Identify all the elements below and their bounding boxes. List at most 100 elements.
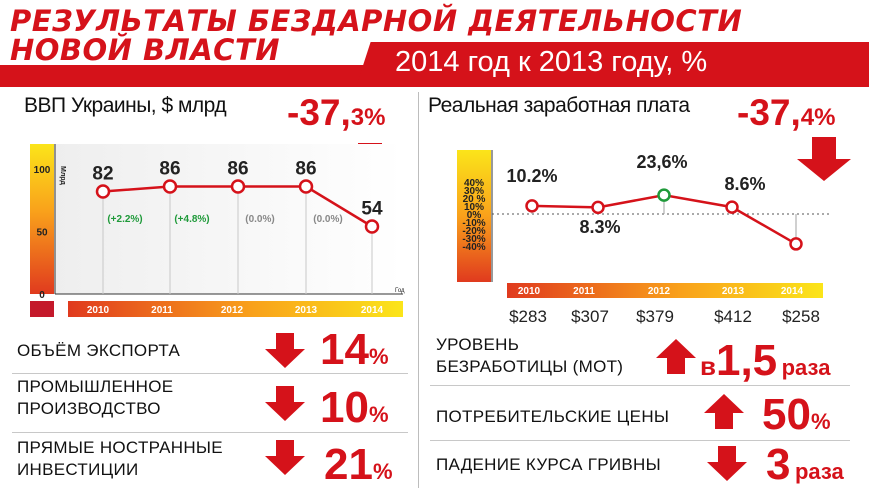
wage-value-label: 10.2% bbox=[506, 166, 557, 186]
wage-x-tick: 2013 bbox=[722, 286, 745, 297]
wage-y-tick: -20% bbox=[462, 226, 485, 237]
wage-change-decimal: 4% bbox=[800, 104, 836, 131]
wage-y-gradient-bar bbox=[457, 150, 491, 282]
gdp-point bbox=[364, 219, 380, 234]
gdp-change-label: (0.0%) bbox=[245, 214, 274, 225]
prices-up-arrow-icon bbox=[704, 394, 744, 429]
gdp-point bbox=[162, 179, 178, 194]
panel-divider bbox=[418, 92, 419, 488]
unemployment-value-prefix: в bbox=[700, 351, 716, 381]
wage-salary-label: $412 bbox=[714, 307, 752, 326]
wage-title: Реальная заработная плата bbox=[428, 94, 690, 117]
wage-y-tick: 30% bbox=[464, 186, 484, 197]
wage-change: -37,4% bbox=[737, 92, 835, 134]
industry-value: 10% bbox=[320, 383, 389, 433]
gdp-change-label: (0.0%) bbox=[313, 214, 342, 225]
unemployment-value: в1,5 раза bbox=[700, 336, 830, 386]
export-value-number: 14 bbox=[320, 325, 369, 374]
gdp-x-tick: 2011 bbox=[151, 305, 173, 316]
gdp-x-gradient-bar bbox=[68, 301, 403, 317]
unemployment-up-arrow-icon bbox=[656, 339, 696, 374]
wage-point bbox=[789, 237, 803, 251]
investment-value-unit: % bbox=[372, 459, 393, 484]
wage-x-tick: 2014 bbox=[781, 286, 804, 297]
wage-x-gradient-bar bbox=[507, 283, 823, 298]
gdp-point bbox=[230, 179, 246, 194]
wage-x-tick: 2011 bbox=[573, 286, 595, 297]
wage-x-tick: 2010 bbox=[518, 286, 541, 297]
wage-point bbox=[657, 188, 671, 202]
wage-x-tick: 2012 bbox=[648, 286, 671, 297]
right-row-divider-1 bbox=[430, 385, 850, 386]
export-down-arrow-icon bbox=[265, 333, 305, 368]
gdp-value-label: 54 bbox=[361, 199, 383, 220]
wage-value-label: 23,6% bbox=[636, 152, 687, 172]
gdp-legend-swatch bbox=[30, 301, 54, 317]
wage-y-tick: -30% bbox=[462, 234, 485, 245]
gdp-x-tick: 2012 bbox=[221, 305, 244, 316]
wage-y-tick: 0% bbox=[467, 210, 482, 221]
gdp-value-label: 86 bbox=[295, 159, 316, 180]
industry-value-number: 10 bbox=[320, 383, 369, 432]
right-row-divider-2 bbox=[430, 440, 850, 441]
export-value-unit: % bbox=[368, 344, 389, 369]
investment-value: 21% bbox=[324, 440, 393, 488]
investment-down-arrow-icon bbox=[265, 440, 305, 475]
wage-y-tick: 20 % bbox=[463, 194, 486, 205]
gdp-y-axis-label: Млрд bbox=[59, 166, 66, 185]
gdp-change-label: (+4.8%) bbox=[174, 214, 209, 225]
gdp-change: -37,3% bbox=[287, 92, 385, 134]
wage-change-main: -37, bbox=[737, 92, 801, 133]
wage-salary-label: $379 bbox=[636, 307, 674, 326]
wage-salary-label: $258 bbox=[782, 307, 820, 326]
gdp-change-decimal: 3% bbox=[350, 104, 386, 131]
wage-value-label: 8.6% bbox=[724, 174, 765, 194]
wage-y-tick: -40% bbox=[462, 242, 485, 253]
unemployment-value-unit: раза bbox=[781, 355, 831, 380]
wage-y-tick: -10% bbox=[462, 218, 485, 229]
gdp-value-label: 86 bbox=[227, 159, 248, 180]
title-line-1: РЕЗУЛЬТАТЫ БЕЗДАРНОЙ ДЕЯТЕЛЬНОСТИ bbox=[10, 4, 743, 38]
investment-value-number: 21 bbox=[324, 440, 373, 488]
gdp-y-tick: 100 bbox=[34, 165, 51, 176]
currency-value-number: 3 bbox=[766, 440, 791, 488]
currency-down-arrow-icon bbox=[707, 446, 747, 481]
gdp-chart-card bbox=[30, 144, 403, 294]
wage-salary-label: $307 bbox=[571, 307, 609, 326]
investment-label-line2: ИНВЕСТИЦИИ bbox=[17, 460, 139, 479]
gdp-value-label: 86 bbox=[159, 159, 180, 180]
gdp-x-tick: 2014 bbox=[361, 305, 384, 316]
gdp-point bbox=[95, 184, 111, 199]
wage-down-arrow-icon bbox=[797, 137, 851, 181]
wage-point bbox=[525, 199, 539, 213]
export-value: 14% bbox=[320, 325, 389, 375]
gdp-y-gradient-bar bbox=[30, 144, 54, 294]
wage-salary-label: $283 bbox=[509, 307, 547, 326]
gdp-y-tick: 0 bbox=[39, 290, 45, 301]
wage-point bbox=[591, 200, 605, 215]
unemployment-label-line2: БЕЗРАБОТИЦЫ (МОТ) bbox=[436, 357, 624, 376]
gdp-change-label: (+2.2%) bbox=[107, 214, 142, 225]
investment-label-line1: ПРЯМЫЕ НОСТРАННЫЕ bbox=[17, 438, 223, 457]
prices-label: ПОТРЕБИТЕЛЬСКИЕ ЦЕНЫ bbox=[436, 407, 670, 426]
left-row-divider-2 bbox=[12, 432, 408, 433]
industry-value-unit: % bbox=[368, 402, 389, 427]
prices-value-unit: % bbox=[810, 409, 831, 434]
export-label: ОБЪЁМ ЭКСПОРТА bbox=[17, 341, 181, 360]
wage-y-tick: 40% bbox=[464, 178, 484, 189]
wage-point bbox=[725, 200, 739, 214]
gdp-x-tick: 2013 bbox=[295, 305, 318, 316]
gdp-y-tick: 50 bbox=[36, 228, 48, 239]
wage-value-label: 8.3% bbox=[579, 217, 620, 237]
left-row-divider-1 bbox=[12, 373, 408, 374]
prices-value-number: 50 bbox=[762, 390, 811, 439]
gdp-value-label: 82 bbox=[92, 164, 113, 185]
gdp-x-axis-label: Год bbox=[395, 288, 405, 294]
gdp-title: ВВП Украины, $ млрд bbox=[24, 94, 227, 117]
gdp-change-main: -37, bbox=[287, 92, 351, 133]
industry-down-arrow-icon bbox=[265, 386, 305, 421]
industry-label-line2: ПРОИЗВОДСТВО bbox=[17, 399, 161, 418]
wage-y-tick: 10% bbox=[464, 202, 484, 213]
unemployment-label-line1: УРОВЕНЬ bbox=[436, 335, 520, 354]
